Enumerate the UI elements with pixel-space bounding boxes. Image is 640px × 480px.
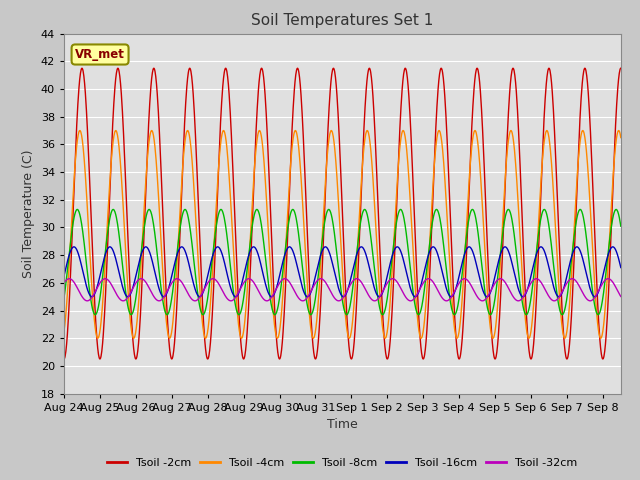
Tsoil -8cm <box>482 297 490 303</box>
Tsoil -32cm <box>172 276 179 282</box>
Tsoil -8cm <box>617 223 625 229</box>
Tsoil -32cm <box>221 293 229 299</box>
Tsoil -8cm <box>160 304 168 310</box>
Tsoil -32cm <box>272 287 280 292</box>
Tsoil -4cm <box>60 328 68 334</box>
Line: Tsoil -8cm: Tsoil -8cm <box>64 209 621 315</box>
Tsoil -2cm <box>171 340 179 346</box>
Tsoil -2cm <box>543 73 551 79</box>
Text: VR_met: VR_met <box>75 48 125 61</box>
Tsoil -16cm <box>221 260 228 266</box>
Tsoil -4cm <box>171 300 179 306</box>
Tsoil -16cm <box>160 294 168 300</box>
Line: Tsoil -4cm: Tsoil -4cm <box>64 131 621 338</box>
Tsoil -8cm <box>544 216 552 222</box>
Legend: Tsoil -2cm, Tsoil -4cm, Tsoil -8cm, Tsoil -16cm, Tsoil -32cm: Tsoil -2cm, Tsoil -4cm, Tsoil -8cm, Tsoi… <box>103 453 582 472</box>
Tsoil -16cm <box>171 262 179 267</box>
Tsoil -2cm <box>160 241 168 247</box>
Tsoil -4cm <box>272 332 280 337</box>
Tsoil -32cm <box>617 294 625 300</box>
Tsoil -32cm <box>101 276 109 282</box>
Tsoil -2cm <box>221 68 228 73</box>
Tsoil -8cm <box>171 274 179 279</box>
Tsoil -32cm <box>544 292 552 298</box>
Tsoil -16cm <box>617 264 625 270</box>
Tsoil -4cm <box>255 128 263 133</box>
Tsoil -16cm <box>544 260 552 265</box>
Tsoil -16cm <box>394 244 401 250</box>
Tsoil -4cm <box>482 267 490 273</box>
Tsoil -8cm <box>221 217 228 223</box>
Tsoil -8cm <box>307 312 315 318</box>
Line: Tsoil -2cm: Tsoil -2cm <box>64 68 621 359</box>
Tsoil -4cm <box>237 336 245 341</box>
Tsoil -32cm <box>161 293 168 299</box>
Tsoil -32cm <box>60 280 68 286</box>
Tsoil -2cm <box>60 356 68 362</box>
Tsoil -32cm <box>83 298 91 304</box>
Y-axis label: Soil Temperature (C): Soil Temperature (C) <box>22 149 35 278</box>
Line: Tsoil -16cm: Tsoil -16cm <box>64 247 621 297</box>
Tsoil -16cm <box>271 289 279 295</box>
Tsoil -4cm <box>617 135 625 141</box>
Tsoil -2cm <box>481 190 489 195</box>
Tsoil -4cm <box>544 129 552 135</box>
X-axis label: Time: Time <box>327 418 358 431</box>
Tsoil -16cm <box>376 294 383 300</box>
Tsoil -2cm <box>617 65 625 71</box>
Tsoil -8cm <box>60 295 68 301</box>
Tsoil -8cm <box>271 312 279 317</box>
Tsoil -32cm <box>482 296 490 301</box>
Tsoil -4cm <box>221 130 228 135</box>
Tsoil -2cm <box>271 316 279 322</box>
Tsoil -4cm <box>160 288 168 294</box>
Tsoil -16cm <box>482 293 490 299</box>
Line: Tsoil -32cm: Tsoil -32cm <box>64 279 621 301</box>
Tsoil -8cm <box>325 206 333 212</box>
Tsoil -16cm <box>60 273 68 279</box>
Title: Soil Temperatures Set 1: Soil Temperatures Set 1 <box>252 13 433 28</box>
